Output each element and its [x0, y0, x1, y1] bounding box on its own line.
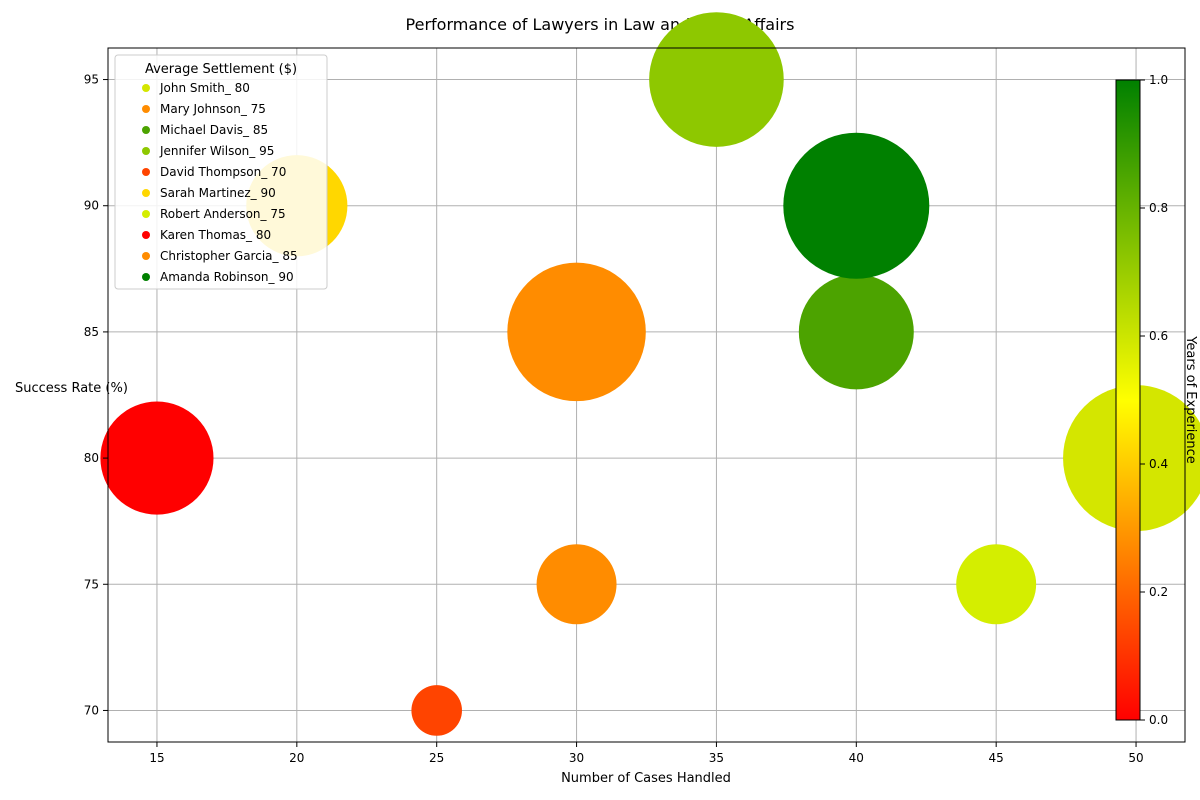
colorbar-gradient — [1115, 79, 1141, 721]
data-point — [536, 544, 617, 625]
y-tick-label: 70 — [84, 703, 99, 717]
legend-marker — [142, 273, 150, 281]
legend-entry: Sarah Martinez_ 90 — [160, 186, 276, 200]
x-tick-label: 45 — [989, 751, 1004, 765]
legend-entry: Amanda Robinson_ 90 — [160, 270, 294, 284]
data-point — [411, 685, 462, 736]
x-tick-label: 40 — [849, 751, 864, 765]
y-tick-label: 75 — [84, 577, 99, 591]
legend-entry: David Thompson_ 70 — [160, 165, 286, 179]
legend-frame — [114, 54, 328, 290]
legend-marker — [142, 147, 150, 155]
colorbar-tick-label: 0.2 — [1149, 585, 1168, 599]
y-axis: 70 75 80 85 90 95 — [84, 73, 108, 717]
legend-marker — [142, 189, 150, 197]
legend-marker — [142, 252, 150, 260]
data-point — [100, 401, 214, 515]
legend-entry: Jennifer Wilson_ 95 — [159, 144, 274, 158]
plot-frame — [107, 47, 1186, 743]
colorbar-tick-label: 1.0 — [1149, 73, 1168, 87]
y-tick-label: 85 — [84, 325, 99, 339]
legend-entry: Karen Thomas_ 80 — [160, 228, 271, 242]
colorbar-label: Years of Experience — [1183, 335, 1198, 464]
data-point — [649, 12, 784, 147]
legend-title: Average Settlement ($) — [145, 62, 297, 77]
data-point — [798, 274, 914, 390]
x-tick-label: 20 — [289, 751, 304, 765]
legend-entry: Christopher Garcia_ 85 — [160, 249, 298, 263]
colorbar-tick-label: 0.0 — [1149, 713, 1168, 727]
x-axis: 15 20 25 30 35 40 45 50 — [149, 742, 1144, 765]
legend-entry: Mary Johnson_ 75 — [160, 102, 266, 116]
legend-marker — [142, 168, 150, 176]
y-axis-label: Success Rate (%) — [15, 381, 128, 396]
data-point — [507, 262, 646, 402]
x-tick-label: 30 — [569, 751, 584, 765]
x-tick-label: 25 — [429, 751, 444, 765]
colorbar-tick-label: 0.8 — [1149, 201, 1168, 215]
y-tick-label: 90 — [84, 199, 99, 213]
x-tick-label: 15 — [149, 751, 164, 765]
x-axis-label: Number of Cases Handled — [561, 771, 731, 786]
data-point — [956, 544, 1037, 625]
legend-entry: Michael Davis_ 85 — [160, 123, 268, 137]
x-tick-label: 35 — [709, 751, 724, 765]
colorbar: Years of Experience 0.0 0.2 0.4 0.6 0.8 1.0 — [1115, 73, 1198, 727]
legend-marker — [142, 210, 150, 218]
legend-entry: John Smith_ 80 — [159, 81, 250, 95]
colorbar-tick-label: 0.4 — [1149, 457, 1168, 471]
legend-marker — [142, 105, 150, 113]
legend: Average Settlement ($) John Smith_ 80 Mar… — [114, 54, 328, 290]
legend-marker — [142, 231, 150, 239]
y-tick-label: 95 — [84, 73, 99, 87]
data-point — [783, 132, 930, 279]
x-tick-label: 50 — [1128, 751, 1143, 765]
legend-marker — [142, 126, 150, 134]
y-tick-label: 80 — [84, 451, 99, 465]
legend-entry: Robert Anderson_ 75 — [160, 207, 286, 221]
legend-marker — [142, 84, 150, 92]
colorbar-tick-label: 0.6 — [1149, 329, 1168, 343]
